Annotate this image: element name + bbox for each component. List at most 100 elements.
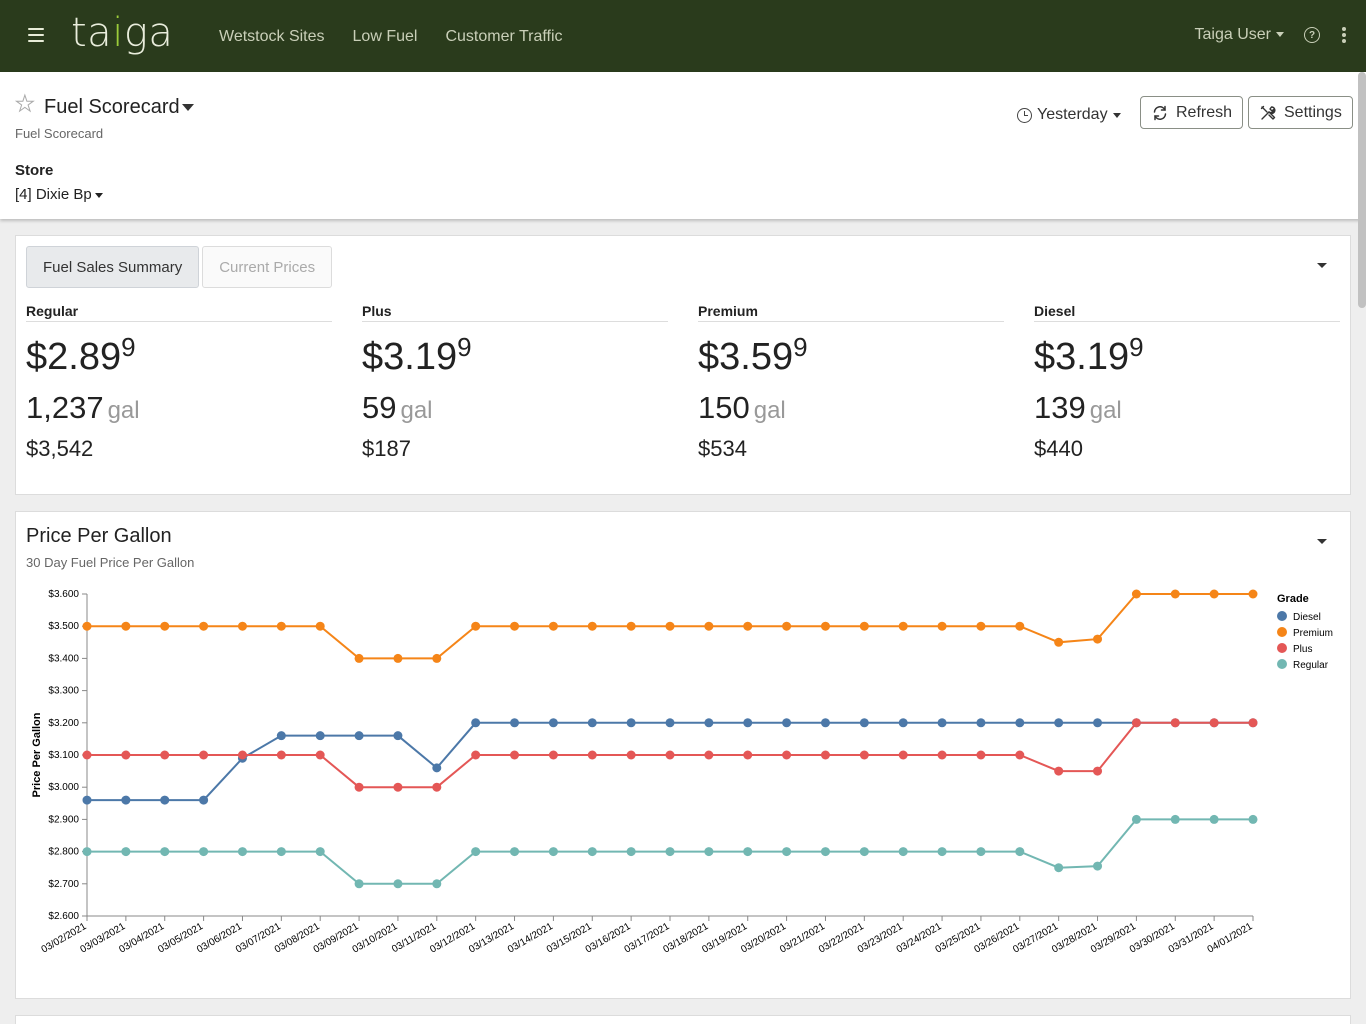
data-point-regular [276, 847, 286, 857]
top-navbar: taiga Wetstock Sites Low Fuel Customer T… [0, 0, 1366, 72]
settings-button[interactable]: Settings [1248, 96, 1353, 129]
y-tick-label: $2.600 [48, 911, 79, 922]
legend-swatch-plus [1277, 643, 1287, 653]
data-point-premium [859, 621, 869, 631]
series-line-diesel [87, 721, 1253, 802]
data-point-regular [1093, 861, 1103, 871]
data-point-premium [471, 621, 481, 631]
favorite-star-icon[interactable]: ★ [15, 91, 36, 116]
data-point-plus [548, 750, 558, 760]
tab-fuel-sales-summary[interactable]: Fuel Sales Summary [26, 246, 200, 288]
data-point-plus [1093, 766, 1103, 776]
grade-dollars: $3,542 [26, 436, 94, 461]
card-menu-caret-icon[interactable] [1317, 263, 1327, 268]
data-point-premium [510, 621, 520, 631]
data-point-premium [976, 621, 986, 631]
data-point-plus [276, 750, 286, 760]
grade-price: $3.599 [698, 332, 808, 378]
data-point-regular [1054, 863, 1064, 873]
data-point-plus [898, 750, 908, 760]
data-point-diesel [820, 718, 830, 728]
grade-gallons: 150 gal [698, 390, 786, 425]
data-point-plus [1054, 766, 1064, 776]
data-point-regular [82, 847, 92, 857]
refresh-icon [1151, 104, 1169, 122]
y-tick-label: $2.900 [48, 814, 79, 825]
data-point-diesel [859, 718, 869, 728]
grade-dollars: $440 [1034, 436, 1083, 461]
help-icon[interactable]: ? [1304, 27, 1320, 43]
data-point-regular [354, 879, 364, 889]
data-point-regular [820, 847, 830, 857]
store-label: Store [15, 162, 54, 179]
taiga-logo[interactable]: taiga [71, 10, 174, 56]
nav-link-customer-traffic[interactable]: Customer Traffic [445, 28, 563, 45]
nav-link-low-fuel[interactable]: Low Fuel [352, 28, 418, 45]
date-range-select[interactable]: Yesterday [1017, 106, 1121, 124]
data-point-diesel [354, 731, 364, 741]
data-point-regular [782, 847, 792, 857]
summary-tabs: Fuel Sales Summary Current Prices [26, 246, 333, 288]
price-per-gallon-chart: $2.600 $2.700 $2.800 $2.900 $3.000 $3.100 $3.2… [31, 589, 1333, 956]
data-point-plus [704, 750, 714, 760]
refresh-button[interactable]: Refresh [1140, 96, 1244, 129]
nav-link-wetstock-sites[interactable]: Wetstock Sites [219, 28, 325, 45]
grade-name: Regular [26, 303, 332, 322]
chevron-down-icon [1276, 32, 1284, 38]
legend-label-premium: Premium [1293, 628, 1333, 639]
y-tick-label: $3.200 [48, 718, 79, 729]
title-dropdown-icon[interactable] [182, 104, 194, 111]
grade-gallons: 1,237 gal [26, 390, 140, 425]
tab-current-prices[interactable]: Current Prices [202, 246, 333, 288]
data-point-plus [1170, 718, 1180, 728]
data-point-premium [626, 621, 636, 631]
data-point-plus [1015, 750, 1025, 760]
page-scrollbar[interactable] [1358, 72, 1366, 308]
data-point-premium [82, 621, 92, 631]
user-menu[interactable]: Taiga User [1195, 26, 1284, 44]
data-point-plus [393, 782, 403, 792]
data-point-plus [82, 750, 92, 760]
page-title: Fuel Scorecard [44, 96, 180, 118]
data-point-regular [121, 847, 131, 857]
data-point-diesel [471, 718, 481, 728]
data-point-plus [121, 750, 131, 760]
data-point-diesel [782, 718, 792, 728]
grade-regular: Regular $2.899 1,237 gal $3,542 [26, 303, 332, 462]
data-point-regular [587, 847, 597, 857]
more-options-icon[interactable] [1340, 27, 1348, 43]
grade-price: $2.899 [26, 332, 136, 378]
data-point-plus [237, 750, 247, 760]
data-point-premium [432, 653, 442, 663]
data-point-diesel [510, 718, 520, 728]
data-point-premium [1170, 589, 1180, 599]
data-point-premium [121, 621, 131, 631]
data-point-regular [315, 847, 325, 857]
grade-name: Premium [698, 303, 1004, 322]
y-tick-label: $3.300 [48, 686, 79, 697]
data-point-plus [820, 750, 830, 760]
data-point-plus [471, 750, 481, 760]
data-point-premium [743, 621, 753, 631]
nav-links: Wetstock Sites Low Fuel Customer Traffic [219, 28, 563, 46]
data-point-regular [937, 847, 947, 857]
data-point-regular [976, 847, 986, 857]
data-point-diesel [432, 763, 442, 773]
data-point-plus [199, 750, 209, 760]
chart-menu-caret-icon[interactable] [1317, 539, 1327, 544]
grade-name: Diesel [1034, 303, 1340, 322]
data-point-diesel [82, 795, 92, 805]
chart-subtitle: 30 Day Fuel Price Per Gallon [26, 555, 195, 570]
grade-dollars: $187 [362, 436, 411, 461]
data-point-diesel [898, 718, 908, 728]
data-point-plus [1209, 718, 1219, 728]
data-point-regular [626, 847, 636, 857]
clock-icon [1017, 107, 1032, 123]
data-point-regular [393, 879, 403, 889]
grade-plus: Plus $3.199 59 gal $187 [362, 303, 668, 462]
store-select[interactable]: [4] Dixie Bp [15, 186, 103, 203]
data-point-regular [665, 847, 675, 857]
data-point-premium [1093, 634, 1103, 644]
hamburger-menu-icon[interactable] [28, 28, 44, 42]
y-tick-label: $3.400 [48, 653, 79, 664]
